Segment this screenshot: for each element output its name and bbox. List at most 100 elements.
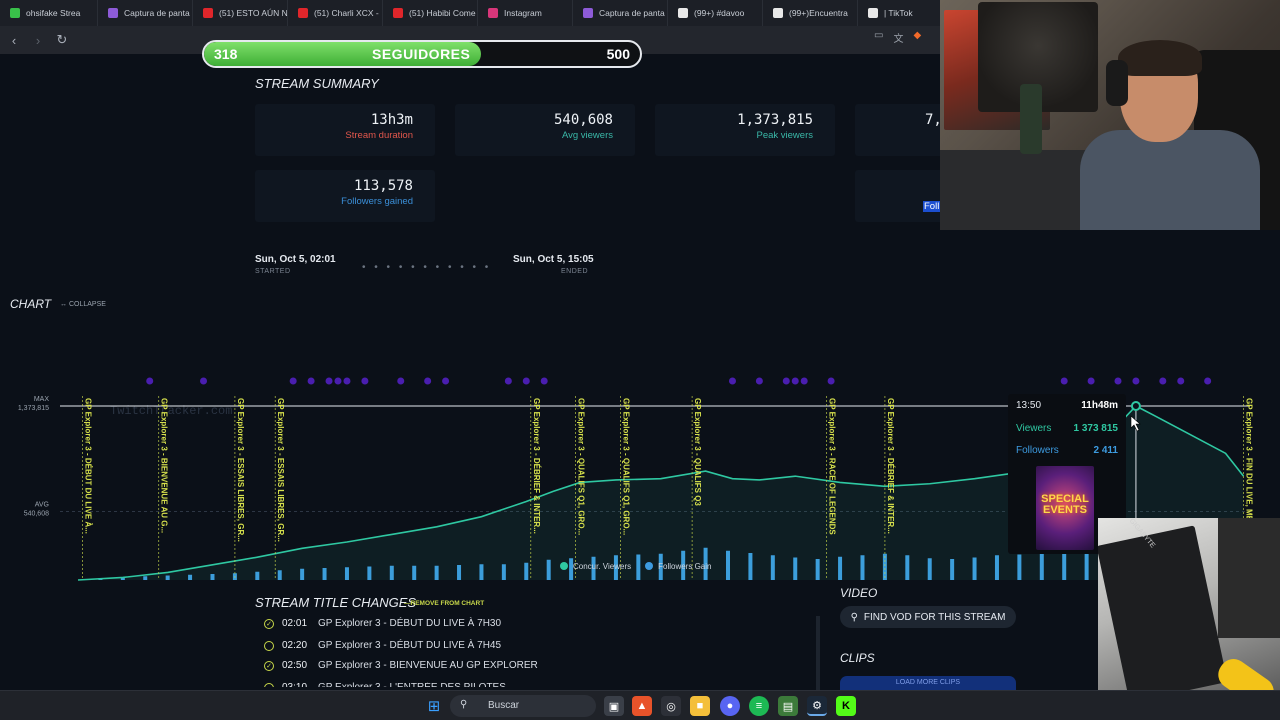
stat-value: 7,	[925, 112, 942, 128]
browser-tab[interactable]: | TikTok	[858, 0, 948, 26]
browser-tab[interactable]: (51) ESTO AÚN N	[193, 0, 288, 26]
streamer-hair	[1118, 40, 1202, 76]
event-dot	[1114, 377, 1122, 385]
followers-bar	[793, 557, 798, 580]
event-dot	[1132, 377, 1140, 385]
followers-bar	[994, 555, 999, 580]
title-marker-label: GP Explorer 3 - FIN DU LIVE, MER...	[1245, 398, 1254, 533]
brave-shield-icon[interactable]: ◆	[913, 30, 922, 41]
tab-favicon-icon	[393, 8, 403, 18]
clips-heading: CLIPS	[840, 651, 875, 665]
browser-tab[interactable]: Captura de panta	[573, 0, 668, 26]
taskbar-search-placeholder: Buscar	[488, 700, 520, 711]
followers-bar	[905, 555, 910, 580]
files-icon[interactable]: ▤	[778, 696, 798, 716]
title-change-text: GP Explorer 3 - L'ENTRÉE DES PILOTES	[318, 682, 506, 693]
screen-icon[interactable]: ▭	[874, 30, 884, 41]
folder-icon[interactable]: ■	[690, 696, 710, 716]
stat-label: Followers gained	[341, 196, 413, 207]
title-marker-label: GP Explorer 3 - BIENVENUE AU G...	[160, 398, 169, 533]
gpu	[1218, 518, 1280, 638]
browser-tab[interactable]: (51) Charli XCX -	[288, 0, 383, 26]
scrollbar[interactable]	[816, 616, 820, 690]
remove-from-chart-button[interactable]: —REMOVE FROM CHART	[404, 600, 484, 607]
discord-icon[interactable]: ●	[720, 696, 740, 716]
collapse-icon: ↔	[60, 301, 69, 308]
check-circle-icon[interactable]: ✓	[264, 618, 274, 629]
title-change-row[interactable]: 02:20 GP Explorer 3 - DÉBUT DU LIVE À 7H…	[264, 640, 501, 651]
tab-favicon-icon	[583, 8, 593, 18]
back-icon[interactable]: ‹	[11, 32, 17, 48]
find-vod-button[interactable]: ⚲ FIND VOD FOR THIS STREAM	[840, 606, 1016, 628]
title-change-time: 02:20	[282, 640, 308, 651]
title-change-row[interactable]: 03:10 GP Explorer 3 - L'ENTRÉE DES PILOT…	[264, 682, 506, 693]
taskview-icon[interactable]: ▣	[604, 696, 624, 716]
started-date: Sun, Oct 5, 02:01	[255, 254, 336, 265]
event-dot	[755, 377, 763, 385]
check-circle-icon[interactable]: ✓	[264, 660, 274, 671]
followers-bar	[748, 553, 753, 580]
browser-tab[interactable]: Instagram	[478, 0, 573, 26]
followers-bar	[770, 555, 775, 580]
chart-legend: Concur. Viewers Followers Gain	[560, 562, 711, 571]
follower-goal-current: 318	[214, 46, 238, 62]
title-change-row[interactable]: ✓ 02:01 GP Explorer 3 - DÉBUT DU LIVE À …	[264, 618, 501, 629]
spotify-icon[interactable]: ≡	[749, 696, 769, 716]
followers-bar	[501, 564, 506, 580]
tooltip-followers-value: 2 411	[1093, 445, 1118, 456]
event-dot	[504, 377, 512, 385]
follower-goal-bar: 318 SEGUIDORES 500	[202, 40, 642, 68]
followers-bar	[479, 564, 484, 580]
circle-icon[interactable]	[264, 640, 274, 651]
kick-icon[interactable]: K	[836, 696, 856, 716]
legend-viewers-dot	[560, 562, 568, 570]
title-change-time: 02:50	[282, 660, 308, 671]
tooltip-viewers-value: 1 373 815	[1073, 423, 1119, 434]
followers-bar	[1017, 554, 1022, 580]
search-icon: ⚲	[850, 611, 858, 623]
reload-icon[interactable]: ↻	[56, 32, 68, 47]
ended-date: Sun, Oct 5, 15:05	[513, 254, 594, 265]
title-change-row[interactable]: ✓ 02:50 GP Explorer 3 - BIENVENUE AU GP …	[264, 660, 538, 671]
browser-tab-label: | TikTok	[884, 8, 913, 18]
follower-goal-label: SEGUIDORES	[372, 46, 471, 62]
event-dot	[343, 377, 351, 385]
followers-bar	[344, 567, 349, 580]
followers-bar	[322, 568, 327, 580]
y-axis-value: 1,373,815	[18, 405, 49, 412]
forward-icon[interactable]: ›	[35, 32, 41, 48]
started-label: STARTED	[255, 268, 291, 275]
tooltip-followers-row: Followers 2 411	[1016, 445, 1118, 456]
browser-tab[interactable]: (51) Habibi Come	[383, 0, 478, 26]
legend-followers[interactable]: Followers Gain	[645, 562, 711, 571]
followers-bar	[838, 556, 843, 580]
y-axis-label: AVG	[35, 502, 49, 509]
remove-icon: —	[404, 600, 411, 607]
event-dot	[800, 377, 808, 385]
steam-icon[interactable]: ⚙	[807, 696, 827, 716]
browser-tab[interactable]: ohsifake Strea	[0, 0, 98, 26]
chrome-icon[interactable]: ◎	[661, 696, 681, 716]
followers-bar	[434, 565, 439, 580]
stat-label: Stream duration	[345, 130, 413, 141]
followers-bar	[815, 559, 820, 580]
stat-label: Foll	[923, 201, 941, 212]
legend-viewers[interactable]: Concur. Viewers	[560, 562, 631, 571]
browser-tab[interactable]: (99+) #davoo	[668, 0, 763, 26]
followers-bar	[300, 568, 305, 580]
browser-tab[interactable]: (99+)Encuentra	[763, 0, 858, 26]
brave-icon[interactable]: ▲	[632, 696, 652, 716]
browser-tab[interactable]: Captura de panta	[98, 0, 193, 26]
followers-bar	[950, 559, 955, 580]
windows-start-icon[interactable]: ⊞	[427, 698, 441, 715]
collapse-button[interactable]: ↔ COLLAPSE	[60, 301, 106, 308]
legend-followers-dot	[645, 562, 654, 570]
taskbar-search[interactable]: ⚲ Buscar	[450, 695, 596, 717]
browser-tab-label: Captura de panta	[124, 8, 190, 18]
browser-tab-label: Captura de panta	[599, 8, 665, 18]
tab-favicon-icon	[488, 8, 498, 18]
browser-toolbar-icons: ▭ 文 ◆	[874, 30, 921, 45]
translate-icon[interactable]: 文	[893, 34, 904, 45]
title-changes-heading: STREAM TITLE CHANGES	[255, 595, 417, 610]
load-more-clips-button[interactable]: LOAD MORE CLIPS	[840, 676, 1016, 690]
